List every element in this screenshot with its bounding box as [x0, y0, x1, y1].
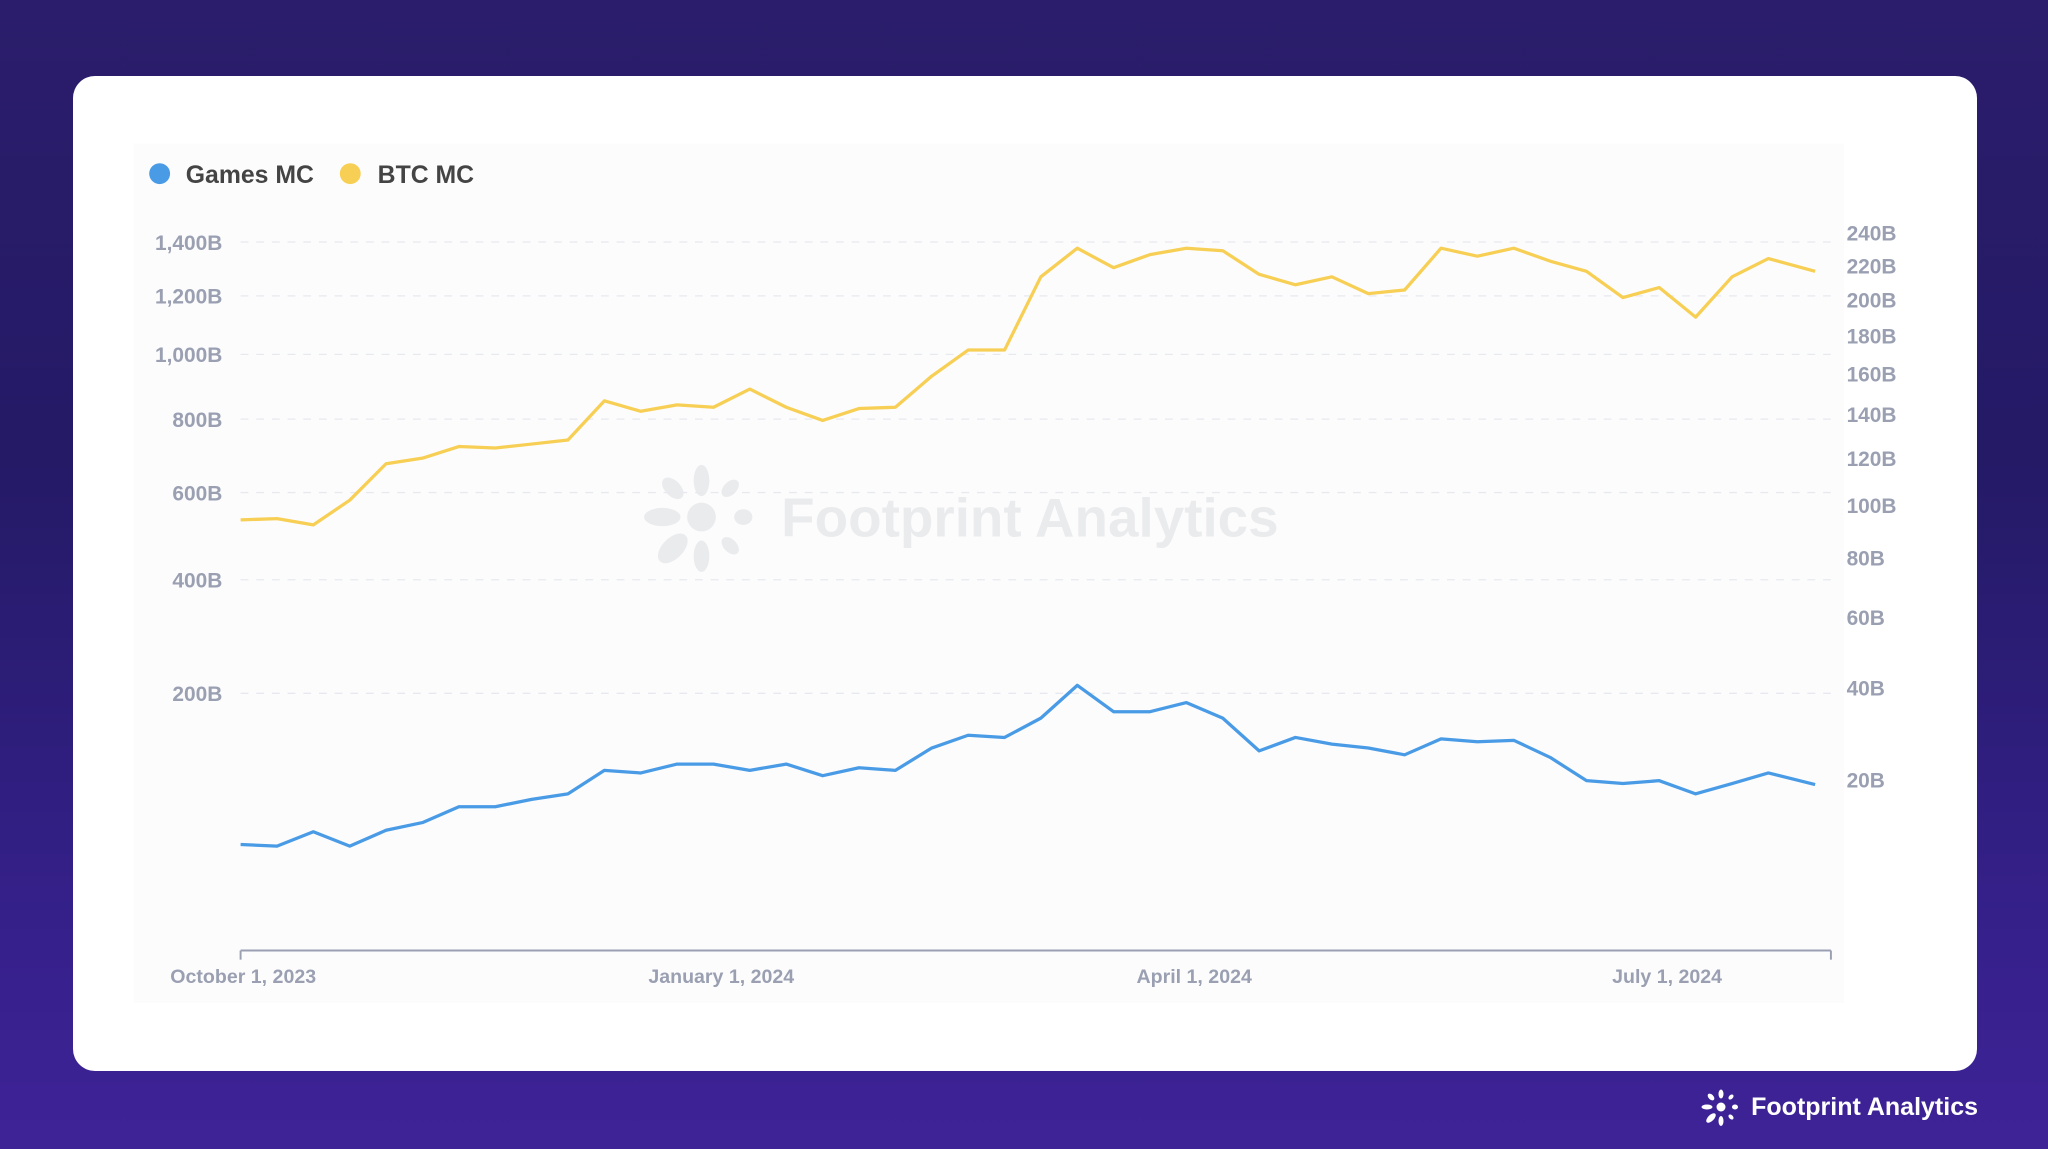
y-left-tick-label: 1,200B	[155, 286, 222, 309]
legend-label-games: Games MC	[186, 162, 314, 189]
x-tick-label: October 1, 2023	[170, 966, 316, 988]
series-line-btc-mc	[240, 246, 1816, 527]
y-left-tick-label: 800B	[172, 409, 222, 432]
y-right-tick-label: 160B	[1847, 364, 1897, 387]
y-right-tick-label: 140B	[1847, 404, 1897, 427]
watermark-text: Footprint Analytics	[781, 487, 1279, 549]
legend-label-btc: BTC MC	[378, 162, 475, 189]
y-left-tick-label: 400B	[172, 570, 222, 593]
y-right-tick-label: 100B	[1847, 495, 1897, 518]
y-right-tick-label: 200B	[1847, 290, 1897, 313]
y-right-tick-label: 180B	[1847, 326, 1897, 349]
x-tick-label: January 1, 2024	[648, 966, 794, 988]
x-tick-label: April 1, 2024	[1137, 966, 1252, 988]
y-left-tick-label: 600B	[172, 482, 222, 505]
y-left-tick-label: 200B	[172, 683, 222, 706]
watermark: Footprint Analytics	[644, 464, 1279, 572]
y-left-tick-label: 1,000B	[155, 344, 222, 367]
legend-marker-btc	[339, 163, 361, 185]
series-line-games-mc	[240, 683, 1816, 848]
y-right-tick-label: 220B	[1847, 255, 1897, 278]
y-right-tick-label: 80B	[1847, 548, 1885, 571]
footprint-logo-icon	[644, 464, 753, 572]
brand-name: Footprint Analytics	[1751, 1092, 1978, 1121]
y-left-tick-label: 1,400B	[155, 232, 222, 255]
y-right-tick-label: 40B	[1847, 677, 1885, 700]
y-right-tick-label: 120B	[1847, 448, 1897, 471]
y-right-tick-label: 60B	[1847, 607, 1885, 630]
legend-marker-games	[149, 163, 171, 185]
x-tick-label: July 1, 2024	[1612, 966, 1722, 988]
y-right-tick-label: 240B	[1847, 223, 1897, 246]
brand-logo: Footprint Analytics	[1701, 1087, 1978, 1127]
footprint-logo-icon	[1701, 1089, 1739, 1126]
legend-item-btc-mc[interactable]: BTC MC	[339, 162, 475, 189]
plot-background	[133, 143, 1844, 1003]
legend-item-games-mc[interactable]: Games MC	[149, 162, 314, 189]
y-right-tick-label: 20B	[1847, 769, 1885, 792]
